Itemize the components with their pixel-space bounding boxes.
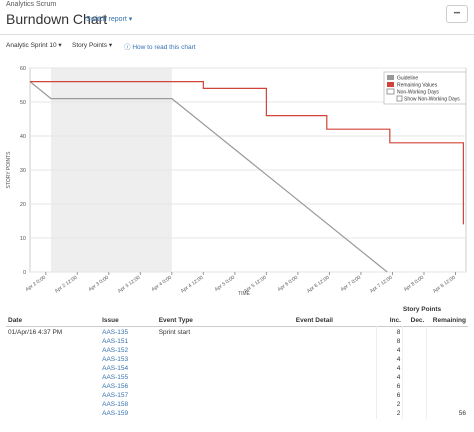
legend-label: Non-Working Days [397,90,439,96]
inc-value: 6 [396,392,401,399]
issue-link[interactable]: AAS-157 [102,392,129,399]
sprint-select[interactable]: Analytic Sprint 10 ▾ [6,42,62,49]
legend-label: Remaining Values [397,83,438,89]
x-tick-label: Apr 5 0:00 [214,275,237,293]
inc-cell: 8 8 4 4 4 4 6 6 2 2 [375,326,403,419]
inc-value: 4 [396,365,401,372]
issue-cell: AAS-135 AAS-151 AAS-152 AAS-153 AAS-154 AAS-1… [100,327,157,420]
divider [0,34,474,35]
x-tick-label: Apr 6 12:00 [306,275,331,295]
x-tick-label: Apr 6 0:00 [277,275,300,293]
x-tick-label: Apr 4 0:00 [151,275,174,293]
y-tick-label: 30 [20,168,26,174]
checkbox[interactable] [396,95,403,102]
date-cell: 01/Apr/16 4:37 PM [8,329,63,336]
event-table: Story Points Date Issue Event Type Event De… [6,304,468,419]
column-header: Inc. [389,317,401,324]
x-tick-label: Apr 7 12:00 [369,275,394,295]
legend-swatch [387,75,394,80]
column-header: Event Detail [295,317,333,324]
switch-report-text: Switch report [86,16,127,23]
project-name: Analytics Scrum [6,1,57,8]
x-tick-label: Apr 8 0:00 [403,275,426,293]
help-text: How to read this chart [132,44,196,51]
help-link[interactable]: ⓘ How to read this chart [124,44,196,51]
column-header: Remaining [432,317,466,324]
legend-swatch [387,82,394,87]
x-tick-label: Apr 8 12:00 [432,275,457,295]
estimate-select[interactable]: Story Points ▾ [72,42,113,49]
x-tick-label: Apr 7 0:00 [340,275,363,293]
remaining-value: 56 [458,410,466,417]
series-line [29,81,388,273]
remaining-cell: 56 [425,326,468,419]
y-tick-label: 60 [20,66,26,72]
more-button[interactable]: ••• [446,5,468,23]
switch-report[interactable]: Switch report ▾ [86,16,133,23]
inc-value: 2 [396,410,401,417]
event-detail-cell [294,327,376,420]
table-row: 01/Apr/16 4:37 PM AAS-135 AAS-151 AAS-152 AA… [6,326,468,420]
x-tick-label: Apr 3 0:00 [88,275,111,293]
legend-swatch [386,88,395,95]
series-line [30,81,464,225]
column-header: Dec. [410,317,425,324]
x-tick-label: Apr 3 12:00 [117,275,142,295]
x-axis-label: TIME [238,291,251,297]
x-tick-label: Apr 2 0:00 [25,275,48,293]
inc-value: 4 [396,347,401,354]
issue-link[interactable]: AAS-135 [102,329,129,336]
column-header: Date [8,317,23,324]
y-tick-label: 10 [20,236,26,242]
dec-cell [402,326,427,419]
y-tick-label: 20 [20,202,26,208]
group-header: Story Points [402,306,442,313]
estimate-text: Story Points [72,42,108,49]
issue-link[interactable]: AAS-158 [102,401,129,408]
column-header: Event Type [158,317,193,324]
spacer [6,304,376,315]
inc-value: 6 [396,383,401,390]
issue-link[interactable]: AAS-159 [102,410,129,417]
inc-value: 8 [396,338,401,345]
y-tick-label: 40 [20,134,26,140]
x-tick-label: Apr 2 12:00 [54,275,79,295]
issue-link[interactable]: AAS-155 [102,374,129,381]
x-tick-label: Apr 4 12:00 [180,275,205,295]
y-tick-label: 0 [23,270,26,276]
issue-link[interactable]: AAS-156 [102,383,129,390]
issue-link[interactable]: AAS-153 [102,356,129,363]
event-type-cell: Sprint start [158,329,191,336]
column-header: Issue [102,317,119,324]
sprint-text: Analytic Sprint 10 [6,42,57,49]
issue-link[interactable]: AAS-154 [102,365,129,372]
inc-value: 4 [396,374,401,381]
inc-value: 4 [396,356,401,363]
inc-value: 8 [396,329,401,336]
legend-label: Guideline [397,76,418,82]
y-tick-label: 50 [20,100,26,106]
inc-value: 2 [396,401,401,408]
chart: 0 10 20 30 40 50 60 Apr 2 0:00 Apr 2 12:00 Apr 3 … [6,66,467,297]
issue-link[interactable]: AAS-151 [102,338,129,345]
checkbox-label: Show Non-Working Days [404,97,460,103]
y-axis-label: STORY POINTS [6,151,12,189]
page-title: Burndown Chart [6,11,108,27]
issue-link[interactable]: AAS-152 [102,347,129,354]
